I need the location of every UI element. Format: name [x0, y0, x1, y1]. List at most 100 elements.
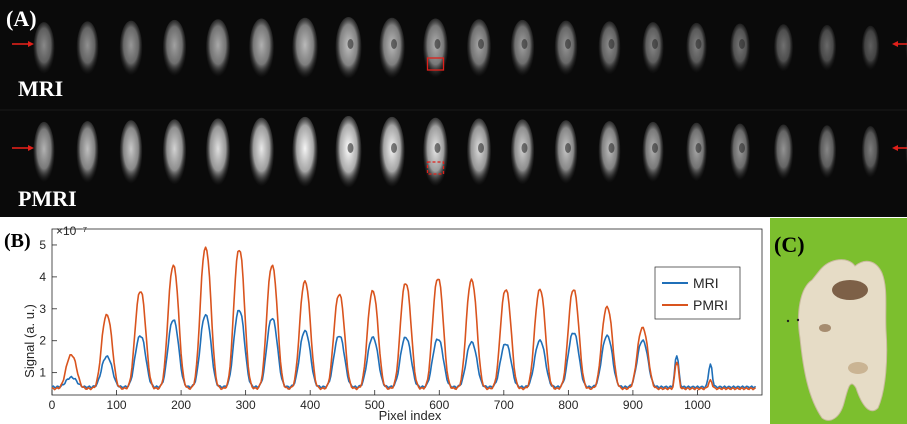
pulp-shadow [478, 143, 484, 153]
slice-image [379, 17, 405, 79]
legend-box [654, 266, 741, 320]
legend-entry-mri: MRI [693, 275, 719, 291]
x-tick-label: 900 [623, 398, 643, 412]
pulp-shadow [565, 143, 571, 153]
right-arrow-head [892, 145, 898, 151]
slice-image [335, 116, 362, 188]
chart-series [51, 246, 757, 391]
pulp-shadow [391, 39, 397, 49]
slice-montage [0, 17, 907, 188]
panel-b-label: (B) [4, 230, 31, 252]
tooth-shape [798, 259, 888, 421]
chart-axes: 0 100 200 300 400 500 600 700 800 900 1000 1 2 3 4 5 [39, 228, 763, 412]
slice-image [379, 116, 405, 188]
row-label-mri: MRI [18, 76, 64, 101]
pulp-shadow [434, 143, 441, 153]
y-exponent-label: ×10⁻⁷ [56, 224, 87, 238]
slice-image [206, 118, 230, 186]
slice-image [33, 22, 55, 74]
y-axis-label: Signal (a. u.) [22, 304, 37, 378]
legend-entry-pmri: PMRI [693, 297, 728, 313]
x-tick-label: 100 [107, 398, 127, 412]
panel-c-label: (C) [774, 232, 805, 257]
x-tick-label: 700 [494, 398, 514, 412]
x-axis-label: Pixel index [379, 408, 442, 423]
slice-image [554, 120, 578, 184]
pulp-shadow [391, 143, 397, 153]
panel-a-mri-montage: (A) MRI PMRI [0, 0, 907, 217]
slice-image [162, 119, 187, 185]
slice-image [206, 19, 230, 77]
pulp-shadow [695, 39, 702, 49]
tooth-illustration [786, 259, 888, 421]
y-tick-label: 1 [39, 366, 46, 380]
slice-image [861, 25, 880, 71]
slice-image [686, 22, 707, 74]
slice-image [598, 121, 621, 183]
x-tick-label: 1000 [684, 398, 711, 412]
pulp-shadow [347, 143, 354, 153]
slice-image [642, 22, 664, 74]
x-tick-label: 200 [171, 398, 191, 412]
slice-image [730, 123, 750, 181]
slice-image [510, 19, 535, 77]
slice-image [119, 120, 143, 184]
slice-image [292, 17, 318, 79]
panel-b-signal-chart: 0 100 200 300 400 500 600 700 800 900 1000 1 2 3 4 5 MR… [4, 224, 763, 423]
slice-image [467, 118, 491, 186]
pulp-shadow [478, 39, 484, 49]
left-arrow-head [28, 145, 34, 151]
pulp-shadow [695, 143, 702, 153]
roi-box [426, 57, 445, 71]
x-tick-label: 600 [429, 398, 449, 412]
slice-image [423, 18, 448, 78]
plot-frame [51, 228, 763, 396]
slice-image [510, 119, 535, 185]
slice-image [249, 18, 274, 78]
pulp-shadow [652, 143, 658, 153]
left-arrow-head [28, 41, 34, 47]
slice-image [467, 19, 491, 77]
stain-spot [819, 324, 831, 332]
roi-box [426, 161, 445, 175]
right-arrow-head [892, 41, 898, 47]
slice-image [730, 23, 750, 73]
slice-image [76, 121, 99, 183]
pulp-shadow [434, 39, 441, 49]
row-label-pmri: PMRI [18, 186, 77, 211]
pulp-shadow [608, 39, 615, 49]
pulp-shadow [347, 39, 354, 49]
slice-image [33, 121, 55, 183]
slice-image [774, 24, 793, 72]
panel-c-tooth-photo: (C) [770, 218, 907, 424]
x-tick-label: 800 [558, 398, 578, 412]
slice-image [642, 121, 664, 183]
x-tick-label: 500 [365, 398, 385, 412]
pulp-shadow [521, 39, 528, 49]
x-tick-label: 0 [49, 398, 56, 412]
caries-spot [832, 280, 868, 300]
slice-image [423, 117, 448, 187]
slice-image [249, 117, 274, 187]
y-tick-label: 2 [39, 334, 46, 348]
pulp-shadow [739, 143, 745, 153]
pulp-shadow [521, 143, 528, 153]
pulp-shadow [608, 143, 615, 153]
slice-image [335, 17, 362, 79]
dot-mark [796, 318, 800, 322]
y-tick-label: 4 [39, 270, 46, 284]
series-line-pmri [51, 246, 756, 391]
slice-image [119, 20, 143, 76]
series-line-mri [51, 309, 757, 389]
pulp-shadow [565, 39, 571, 49]
pulp-shadow [739, 39, 745, 49]
panel-a-label: (A) [6, 6, 37, 31]
slice-image [774, 124, 793, 180]
slice-image [861, 126, 880, 178]
y-tick-label: 3 [39, 302, 46, 316]
x-tick-label: 400 [300, 398, 320, 412]
slice-image [817, 25, 837, 71]
chart-legend: MRI PMRI [654, 266, 741, 320]
x-tick-label: 300 [236, 398, 256, 412]
stain-spot [848, 362, 868, 374]
